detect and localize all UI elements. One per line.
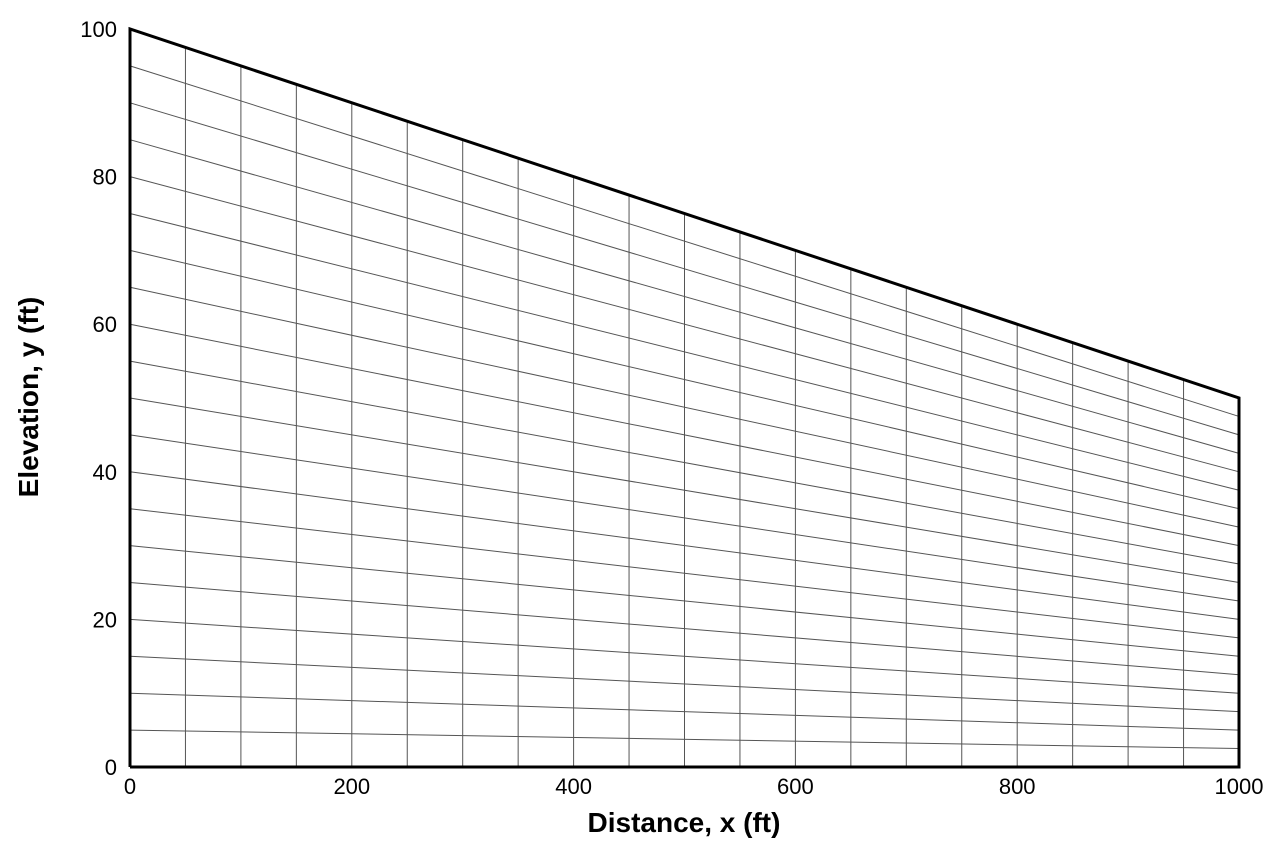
x-tick-label: 400	[555, 774, 592, 799]
x-tick-label: 1000	[1215, 774, 1264, 799]
y-tick-label: 60	[93, 312, 117, 337]
mesh-row-line	[129, 102, 1240, 436]
y-axis-title: Elevation, y (ft)	[13, 297, 44, 498]
mesh-row-line	[129, 139, 1240, 454]
y-tick-label: 20	[93, 607, 117, 632]
mesh-row-line	[129, 508, 1240, 639]
domain-boundary	[128, 26, 1241, 769]
mesh-row-line	[129, 323, 1240, 547]
y-axis-ticks: 0 20 40 60 80 100	[80, 17, 117, 780]
mesh-row-line	[129, 286, 1240, 528]
mesh-row-line	[129, 618, 1240, 694]
mesh-grid	[129, 47, 1240, 767]
boundary-outline	[128, 26, 1241, 769]
x-tick-label: 800	[999, 774, 1036, 799]
mesh-row-line	[129, 397, 1240, 583]
mesh-row-line	[129, 692, 1240, 731]
x-axis-ticks: 0 200 400 600 800 1000	[124, 774, 1264, 799]
x-tick-label: 600	[777, 774, 814, 799]
mesh-row-line	[129, 582, 1240, 676]
x-axis-title: Distance, x (ft)	[588, 807, 781, 838]
y-tick-label: 80	[93, 165, 117, 190]
mesh-row-line	[129, 65, 1240, 417]
y-tick-label: 40	[93, 460, 117, 485]
mesh-row-line	[129, 434, 1240, 602]
x-tick-label: 200	[333, 774, 370, 799]
y-tick-label: 0	[105, 755, 117, 780]
mesh-row-line	[129, 655, 1240, 713]
mesh-row-line	[129, 213, 1240, 491]
mesh-row-line	[129, 249, 1240, 510]
mesh-row-line	[129, 176, 1240, 473]
mesh-row-line	[129, 471, 1240, 620]
y-tick-label: 100	[80, 17, 117, 42]
mesh-row-line	[129, 360, 1240, 565]
mesh-row-line	[129, 545, 1240, 657]
mesh-row-line	[129, 729, 1240, 750]
x-tick-label: 0	[124, 774, 136, 799]
